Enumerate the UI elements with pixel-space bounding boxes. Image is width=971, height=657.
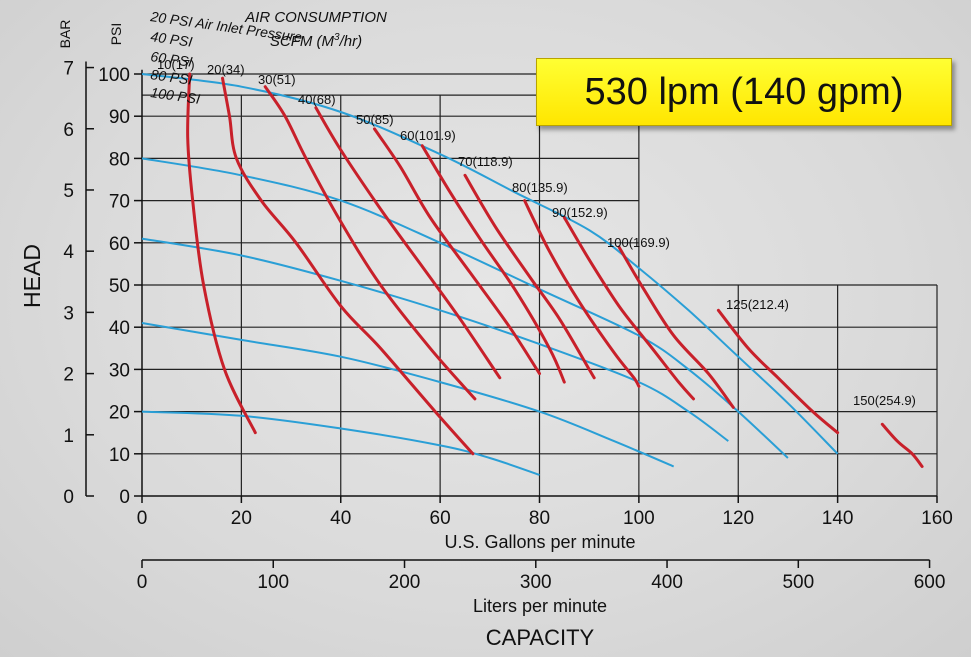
air-curve-label: 100(169.9) <box>607 235 670 250</box>
lpm-tick-label: 300 <box>520 572 552 593</box>
lpm-tick-label: 0 <box>137 572 148 593</box>
air-curve-40-scfm <box>314 106 502 380</box>
units-prefix: SCFM (M <box>270 33 335 50</box>
psi-tick-label: 100 <box>98 65 130 86</box>
bar-tick-label: 6 <box>63 120 74 141</box>
gpm-tick-label: 60 <box>430 508 451 529</box>
air-consumption-title: AIR CONSUMPTION <box>244 9 387 26</box>
air-curve-30-scfm <box>263 85 477 401</box>
pressure-curves <box>141 73 839 476</box>
air-curve-60-scfm <box>420 144 566 384</box>
psi-unit-label: PSI <box>108 23 124 46</box>
psi-tick-label: 90 <box>109 107 130 128</box>
gpm-tick-label: 120 <box>722 508 754 529</box>
air-curve-label: 125(212.4) <box>726 297 789 312</box>
pressure-curve-20-psi <box>141 410 540 476</box>
pressure-label: 100 PSI <box>150 84 202 107</box>
bar-tick-label: 3 <box>63 303 74 324</box>
capacity-title: CAPACITY <box>486 625 595 650</box>
air-curve-label: 10(17) <box>157 57 195 72</box>
gpm-tick-label: 80 <box>529 508 550 529</box>
air-curve-label: 80(135.9) <box>512 180 568 195</box>
grid <box>142 73 938 496</box>
air-curve-125-scfm <box>716 308 840 435</box>
flow-callout-box: 530 lpm (140 gpm) <box>536 58 952 126</box>
air-curve-70-scfm <box>463 173 596 380</box>
pressure-curve-40-psi <box>141 322 675 468</box>
gpm-axis-title: U.S. Gallons per minute <box>444 532 635 552</box>
psi-tick-label: 50 <box>109 276 130 297</box>
psi-tick-label: 20 <box>109 403 130 424</box>
bar-tick-label: 2 <box>63 365 74 386</box>
lpm-tick-label: 600 <box>914 572 946 593</box>
air-consumption-units: SCFM (M3/hr) <box>270 32 362 50</box>
air-curve-label: 50(85) <box>356 112 394 127</box>
air-curve-150-scfm <box>880 422 924 468</box>
lpm-axis-title: Liters per minute <box>473 596 607 616</box>
units-superscript: 3 <box>334 32 340 43</box>
air-curve-label: 30(51) <box>258 72 296 87</box>
lpm-tick-label: 200 <box>389 572 421 593</box>
gpm-tick-label: 20 <box>231 508 252 529</box>
bar-tick-label: 5 <box>63 181 74 202</box>
psi-tick-label: 60 <box>109 234 130 255</box>
air-curve-label: 40(68) <box>298 92 336 107</box>
air-curve-label: 70(118.9) <box>458 154 513 169</box>
pressure-label: 60 PSI <box>150 48 194 70</box>
pressure-curve-60-psi <box>141 237 729 442</box>
psi-tick-label: 10 <box>109 445 130 466</box>
bar-tick-label: 4 <box>63 242 74 263</box>
gpm-tick-label: 160 <box>921 508 953 529</box>
gpm-tick-label: 100 <box>623 508 655 529</box>
lpm-tick-label: 400 <box>651 572 683 593</box>
bar-tick-label: 0 <box>63 487 74 508</box>
gpm-tick-label: 0 <box>137 508 148 529</box>
air-curve-label: 20(34) <box>207 62 245 77</box>
gpm-tick-label: 140 <box>822 508 854 529</box>
air-curve-label: 90(152.9) <box>552 205 608 220</box>
pressure-curve-80-psi <box>141 157 789 459</box>
air-consumption-curves <box>186 72 924 468</box>
psi-tick-label: 70 <box>109 192 130 213</box>
air-curve-50-scfm <box>373 127 541 376</box>
bar-tick-label: 1 <box>63 426 74 447</box>
psi-tick-label: 80 <box>109 149 130 170</box>
air-curve-100-scfm <box>617 245 735 409</box>
psi-tick-label: 40 <box>109 318 130 339</box>
lpm-tick-label: 100 <box>257 572 289 593</box>
bar-unit-label: BAR <box>57 20 73 49</box>
head-axis-title: HEAD <box>19 244 45 308</box>
units-suffix: /hr) <box>339 33 363 50</box>
psi-tick-label: 0 <box>119 487 130 508</box>
axes <box>85 61 938 568</box>
pressure-label: 80 PSI <box>150 66 194 88</box>
lpm-tick-label: 500 <box>782 572 814 593</box>
air-curve-label: 60(101.9) <box>400 128 456 143</box>
air-curve-10-scfm <box>186 72 257 435</box>
gpm-tick-label: 40 <box>330 508 351 529</box>
psi-tick-label: 30 <box>109 360 130 381</box>
air-curve-80-scfm <box>523 199 641 388</box>
air-curve-90-scfm <box>562 216 695 401</box>
air-curve-20-scfm <box>221 76 475 456</box>
bar-tick-label: 7 <box>63 59 74 80</box>
pressure-label: 40 PSI <box>150 28 194 50</box>
air-curve-label: 150(254.9) <box>853 393 916 408</box>
